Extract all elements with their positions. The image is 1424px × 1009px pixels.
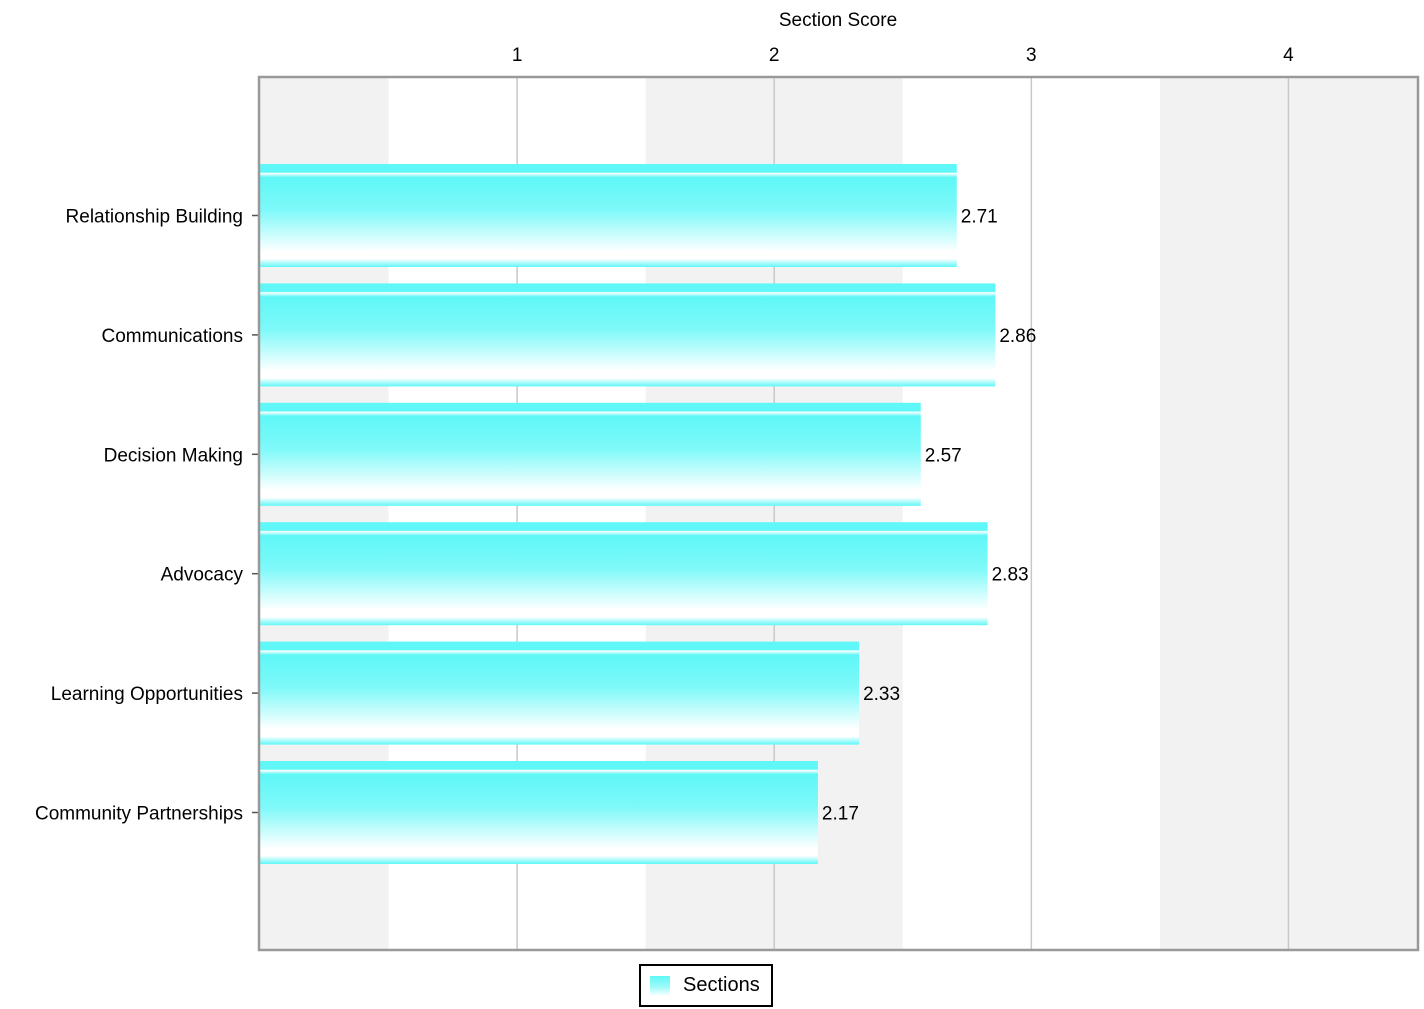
y-tick-label: Learning Opportunities (51, 684, 243, 705)
data-label: 2.71 (961, 207, 998, 228)
bar (260, 164, 957, 267)
data-label: 2.17 (822, 804, 859, 825)
x-axis-title: Section Score (779, 10, 897, 31)
y-tick-label: Community Partnerships (35, 804, 243, 825)
plot-frame (257, 75, 1420, 952)
bar-chart: 1 2 3 4 Relationship Building 2.71 Communicati… (35, 10, 1420, 952)
bar (260, 522, 988, 626)
legend-swatch (650, 975, 670, 996)
x-tick-label: 2 (769, 45, 780, 66)
data-label: 2.83 (992, 565, 1029, 586)
bar (260, 641, 860, 745)
bar (260, 761, 818, 864)
data-label: 2.57 (925, 445, 962, 466)
bar (260, 402, 921, 506)
x-tick-label: 3 (1026, 45, 1037, 66)
legend: Sections (639, 964, 773, 1007)
bar (260, 283, 996, 387)
y-tick-label: Communications (102, 326, 244, 347)
y-tick-label: Decision Making (104, 445, 243, 466)
data-label: 2.33 (863, 684, 900, 705)
y-tick-label: Advocacy (161, 565, 244, 586)
x-tick-label: 1 (512, 45, 523, 66)
x-tick-label: 4 (1283, 45, 1294, 66)
y-tick-label: Relationship Building (66, 207, 243, 228)
data-label: 2.86 (999, 326, 1036, 347)
legend-label: Sections (683, 974, 760, 996)
